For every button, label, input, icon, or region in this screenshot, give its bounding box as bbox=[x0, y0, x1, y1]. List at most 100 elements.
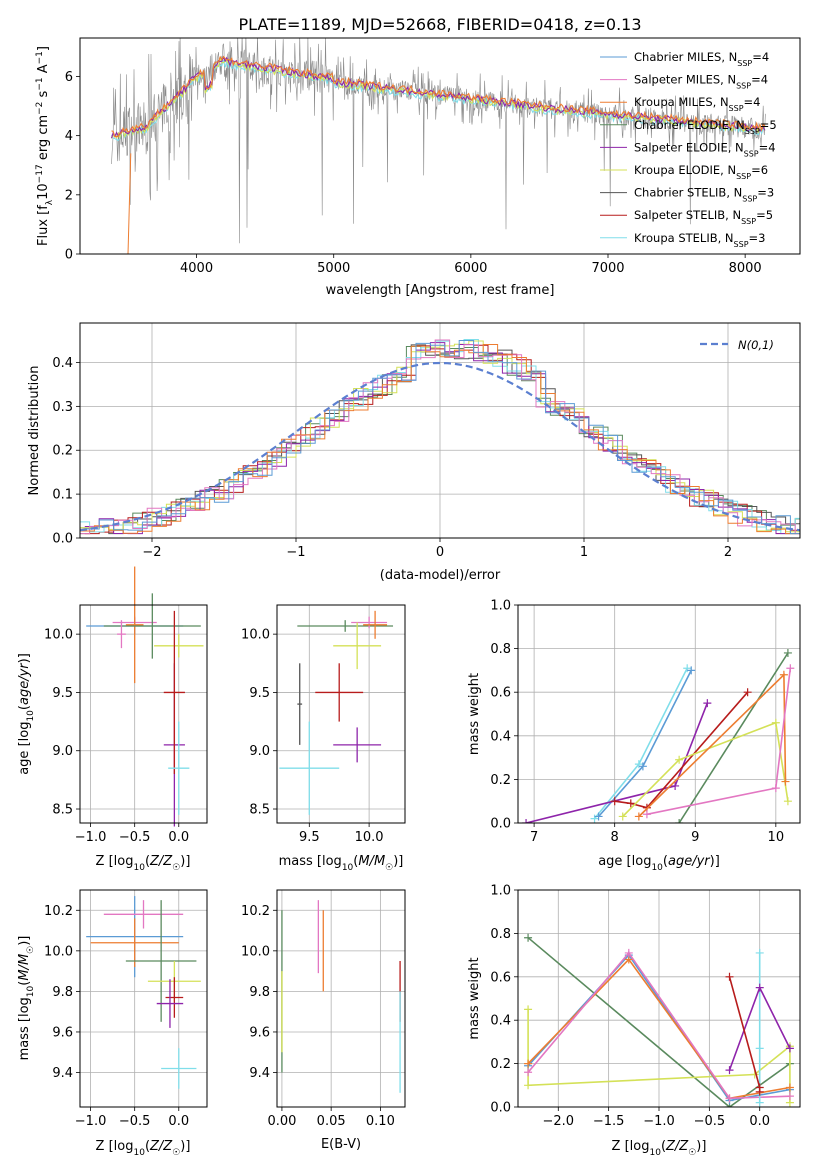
spectrum-data-line bbox=[111, 38, 766, 244]
weight-marker bbox=[594, 812, 603, 821]
weight-marker bbox=[785, 1092, 794, 1101]
y-axis-label: mass [log10(M/M☉)] bbox=[17, 936, 36, 1061]
errorbar-point bbox=[297, 620, 394, 632]
y-tick-label: 0.8 bbox=[490, 642, 511, 657]
legend-label: Kroupa STELIB, NSSP=3 bbox=[634, 231, 765, 249]
y-tick-label: 9.6 bbox=[52, 1025, 73, 1040]
weight-marker bbox=[755, 948, 764, 957]
weight-marker bbox=[524, 1068, 533, 1077]
y-tick-label: 0.4 bbox=[490, 1014, 511, 1029]
histogram-series bbox=[80, 339, 800, 535]
y-tick-label: 8.5 bbox=[52, 803, 73, 818]
weight-marker bbox=[671, 781, 680, 790]
legend-label: Kroupa MILES, NSSP=4 bbox=[634, 95, 760, 113]
y-tick-label: 9.5 bbox=[249, 686, 270, 701]
errorbar-point bbox=[125, 566, 144, 684]
weight-marker bbox=[786, 664, 795, 673]
x-tick-label: 6000 bbox=[454, 261, 487, 276]
y-tick-label: 10.0 bbox=[44, 944, 73, 959]
y-tick-label: 10.0 bbox=[241, 628, 270, 643]
mass_vs_Z-panel: −1.0 −0.5 0.0 9.4 9.6 9.8 10.0 10.2 Z [log10(Z/Z… bbox=[17, 889, 208, 1158]
legend-label: Salpeter ELODIE, NSSP=4 bbox=[634, 140, 776, 158]
x-tick-label: −1.0 bbox=[75, 830, 107, 845]
y-tick-label: 6 bbox=[65, 70, 73, 85]
weight-marker bbox=[675, 819, 684, 823]
weight-marker bbox=[687, 666, 696, 675]
weight-marker bbox=[771, 784, 780, 793]
spectrum-lines bbox=[110, 38, 766, 254]
weight-marker bbox=[725, 972, 734, 981]
weight_vs_age-series bbox=[522, 648, 795, 823]
weight-marker bbox=[522, 819, 531, 823]
x-tick-label: 0.05 bbox=[317, 1114, 346, 1129]
x-tick-label: 0.10 bbox=[366, 1114, 395, 1129]
legend-label: Chabrier ELODIE, NSSP=5 bbox=[634, 118, 777, 136]
residuals-x-axis-label: (data-model)/error bbox=[380, 568, 501, 583]
errorbar-point bbox=[333, 727, 382, 763]
errorbar-point bbox=[363, 610, 388, 639]
errorbar-point bbox=[165, 977, 184, 1018]
age_vs_Z-panel: −1.0 −0.5 0.0 8.5 9.0 9.5 10.0 Z [log10(Z/Z☉)] a… bbox=[17, 566, 208, 873]
weight-marker bbox=[783, 797, 792, 806]
axes-frame bbox=[276, 604, 406, 824]
weight-marker bbox=[624, 948, 633, 957]
weight-line bbox=[614, 691, 749, 809]
x-axis-label: Z [log10(Z/Z☉)] bbox=[96, 854, 191, 873]
gaussian-curve bbox=[80, 361, 800, 532]
x-tick-label: 4000 bbox=[180, 261, 213, 276]
x-tick-label: 8 bbox=[611, 830, 619, 845]
weight-line bbox=[525, 702, 709, 823]
legend-label: Kroupa ELODIE, NSSP=6 bbox=[634, 163, 768, 181]
weight-marker bbox=[755, 983, 764, 992]
x-tick-label: −0.5 bbox=[119, 830, 151, 845]
legend-label: N(0,1) bbox=[738, 338, 774, 352]
y-tick-label: 9.5 bbox=[52, 686, 73, 701]
y-tick-label: 10.0 bbox=[44, 628, 73, 643]
histogram-series bbox=[80, 340, 800, 535]
x-tick-label: 5000 bbox=[317, 261, 350, 276]
x-tick-label: −1.0 bbox=[75, 1114, 107, 1129]
spectrum-x-axis-label: wavelength [Angstrom, rest frame] bbox=[326, 283, 555, 298]
axes-frame bbox=[276, 889, 406, 1108]
histogram-series bbox=[80, 339, 800, 535]
errorbar-point bbox=[168, 721, 190, 815]
weight-marker bbox=[785, 1083, 794, 1092]
errorbar-point bbox=[117, 620, 126, 649]
x-axis-label: mass [log10(M/M☉)] bbox=[279, 854, 404, 873]
x-tick-label: 9 bbox=[691, 830, 699, 845]
weight-marker bbox=[725, 1094, 734, 1103]
x-tick-label: 10.0 bbox=[355, 830, 384, 845]
y-tick-label: 2 bbox=[65, 188, 73, 203]
y-tick-label: 0.2 bbox=[490, 773, 511, 788]
weight-marker bbox=[590, 814, 599, 823]
y-tick-label: 0.8 bbox=[490, 927, 511, 942]
figure-title: PLATE=1189, MJD=52668, FIBERID=0418, z=0… bbox=[238, 15, 641, 34]
y-tick-label: 9.0 bbox=[52, 744, 73, 759]
axes-frame bbox=[517, 604, 801, 824]
x-axis-label: Z [log10(Z/Z☉)] bbox=[96, 1139, 191, 1158]
histogram-steps bbox=[80, 339, 800, 535]
errorbar-point bbox=[125, 900, 197, 1022]
weight-marker bbox=[755, 1098, 764, 1107]
y-tick-label: 9.4 bbox=[52, 1066, 73, 1081]
errorbar-point bbox=[297, 663, 303, 745]
spectrum-model-line bbox=[111, 55, 766, 138]
spectrum-model-line bbox=[127, 153, 132, 254]
weight-marker bbox=[743, 688, 752, 697]
y-axis-label: mass weight bbox=[467, 957, 482, 1039]
mass_vs_ebv-panel: 0.00 0.05 0.10 9.4 9.6 9.8 10.0 10.2 E(B-V) bbox=[241, 889, 406, 1152]
weight-line bbox=[678, 652, 789, 823]
x-tick-label: 1 bbox=[580, 545, 588, 560]
weight-marker bbox=[610, 797, 619, 806]
y-tick-label: 10.2 bbox=[44, 904, 73, 919]
weight-marker bbox=[683, 664, 692, 673]
weight-marker bbox=[524, 1081, 533, 1090]
x-tick-label: −1.0 bbox=[643, 1114, 675, 1129]
legend-label: Salpeter STELIB, NSSP=5 bbox=[634, 208, 773, 226]
weight-marker bbox=[626, 799, 635, 808]
x-tick-label: 7 bbox=[530, 830, 538, 845]
x-tick-label: 7000 bbox=[591, 261, 624, 276]
weight-marker bbox=[634, 812, 643, 821]
y-tick-label: 0.6 bbox=[490, 970, 511, 985]
legend-label: Chabrier MILES, NSSP=4 bbox=[634, 50, 769, 68]
